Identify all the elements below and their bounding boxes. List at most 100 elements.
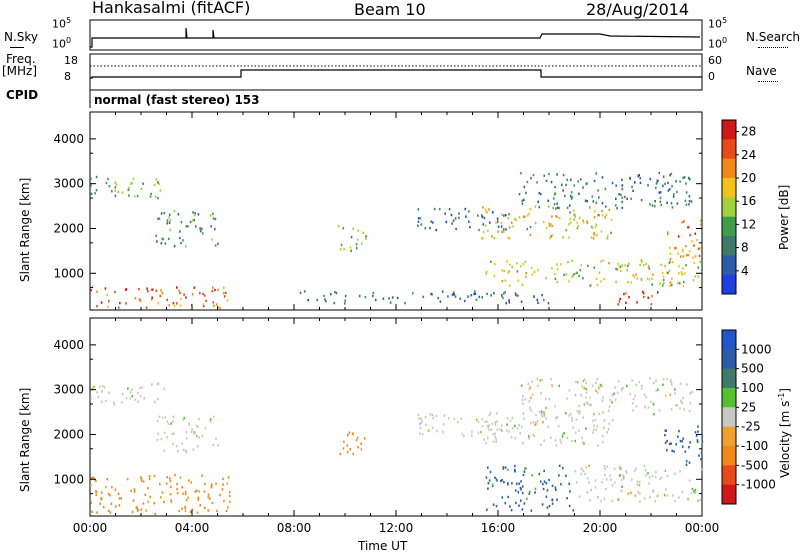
data-cell	[103, 386, 106, 389]
data-cell	[133, 195, 136, 198]
data-cell	[635, 405, 638, 408]
data-cell	[685, 182, 687, 185]
data-cell	[596, 283, 599, 287]
data-cell	[493, 237, 495, 240]
velocity-colorbar-tick-label: -1000	[741, 478, 776, 492]
data-cell	[163, 387, 165, 390]
data-cell	[514, 489, 517, 492]
data-cell	[520, 384, 523, 387]
data-cell	[696, 239, 698, 242]
data-cell	[576, 381, 579, 384]
data-cell	[682, 437, 684, 440]
data-cell	[568, 223, 570, 226]
data-cell	[631, 478, 633, 481]
data-cell	[695, 434, 698, 437]
data-cell	[678, 264, 680, 268]
data-cell	[521, 508, 524, 511]
data-cell	[429, 226, 431, 230]
data-cell	[680, 271, 683, 274]
data-cell	[193, 286, 196, 289]
data-cell	[98, 385, 101, 388]
data-cell	[521, 199, 524, 202]
data-cell	[575, 272, 577, 275]
data-cell	[491, 422, 493, 426]
data-cell	[630, 281, 632, 284]
data-region-1	[155, 209, 219, 248]
data-cell	[651, 277, 653, 280]
data-cell	[487, 482, 490, 485]
data-cell	[417, 208, 420, 211]
data-cell	[537, 200, 539, 203]
data-cell	[632, 274, 634, 277]
data-cell	[424, 415, 427, 419]
data-cell	[213, 304, 215, 307]
data-cell	[121, 191, 124, 194]
data-cell	[664, 469, 667, 472]
data-cell	[523, 198, 525, 202]
data-cell	[550, 180, 553, 184]
data-cell	[697, 425, 699, 428]
data-cell	[528, 437, 530, 440]
data-cell	[639, 500, 641, 503]
data-cell	[478, 295, 481, 299]
data-cell	[643, 295, 645, 299]
data-cell	[547, 302, 550, 305]
data-cell	[210, 483, 213, 486]
data-cell	[133, 488, 136, 491]
data-cell	[677, 281, 679, 285]
data-cell	[682, 280, 685, 284]
data-cell	[515, 501, 517, 505]
data-cell	[548, 398, 551, 401]
data-cell	[105, 485, 107, 489]
data-cell	[700, 223, 702, 226]
data-cell	[688, 176, 690, 180]
data-cell	[545, 277, 547, 280]
data-cell	[537, 269, 539, 272]
data-cell	[658, 191, 661, 194]
data-cell	[548, 172, 550, 176]
data-cell	[149, 195, 152, 198]
data-cell	[502, 228, 505, 231]
velocity-colorbar-segment	[722, 407, 736, 428]
data-cell	[96, 511, 98, 514]
data-cell	[163, 431, 166, 435]
data-cell	[463, 299, 466, 303]
data-cell	[694, 232, 697, 235]
data-cell	[576, 271, 578, 274]
data-cell	[458, 216, 460, 220]
data-cell	[651, 474, 654, 478]
data-cell	[595, 201, 598, 204]
data-cell	[179, 291, 181, 295]
data-cell	[593, 428, 595, 431]
data-cell	[624, 195, 626, 199]
data-cell	[608, 262, 610, 265]
data-cell	[670, 442, 672, 445]
data-cell	[526, 227, 528, 231]
data-cell	[553, 197, 555, 200]
data-cell	[582, 186, 584, 189]
data-cell	[679, 382, 682, 385]
data-cell	[560, 441, 562, 444]
data-cell	[694, 489, 697, 492]
data-cell	[666, 494, 669, 497]
data-cell	[99, 502, 101, 505]
data-cell	[676, 404, 679, 407]
data-cell	[572, 274, 574, 278]
data-cell	[535, 413, 537, 417]
data-cell	[673, 450, 675, 453]
data-cell	[592, 237, 595, 240]
data-cell	[575, 380, 577, 383]
data-cell	[638, 380, 641, 384]
data-cell	[519, 486, 522, 490]
data-cell	[227, 476, 230, 479]
data-cell	[431, 293, 433, 296]
velocity-colorbar-tick-label: 1000	[741, 342, 772, 356]
data-cell	[202, 303, 205, 306]
data-cell	[595, 389, 597, 392]
data-cell	[142, 480, 145, 483]
data-cell	[556, 280, 559, 284]
velocity-colorbar-segment	[722, 330, 736, 350]
data-cell	[181, 507, 183, 510]
data-cell	[586, 491, 589, 494]
